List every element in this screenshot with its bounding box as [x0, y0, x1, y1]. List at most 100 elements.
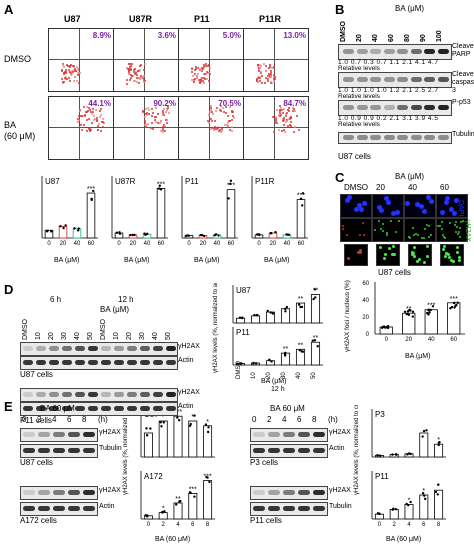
dapi-image [436, 194, 468, 218]
event-dot [148, 109, 151, 112]
time-unit: (h) [98, 415, 108, 424]
event-dot [275, 122, 278, 125]
band [53, 490, 65, 495]
event-dot [126, 78, 129, 81]
focus [443, 236, 446, 239]
side-label-gh2ax: γH2AX [464, 220, 471, 242]
x-axis-label: BA (60 μM) [386, 536, 421, 543]
event-dot [256, 80, 259, 83]
data-point [227, 197, 230, 200]
zoom-image [408, 244, 432, 266]
cell-line-label: A172 cells [20, 516, 57, 525]
event-dot [69, 74, 72, 77]
event-dot [213, 120, 216, 123]
event-dot [279, 108, 282, 111]
event-dot [207, 63, 210, 66]
band [68, 490, 80, 495]
x-tick-label: 0 [257, 241, 261, 247]
lane-label: 40 [74, 332, 81, 340]
band [283, 490, 295, 495]
event-dot [166, 105, 169, 108]
significance-mark: ** [175, 496, 181, 503]
data-point [284, 307, 287, 311]
bar [265, 360, 276, 366]
event-dot [143, 80, 146, 83]
band [140, 392, 150, 397]
event-dot [127, 72, 130, 75]
bar [158, 420, 168, 458]
significance-mark: *** [297, 193, 305, 200]
data-point [405, 502, 408, 506]
band [437, 105, 449, 110]
panel-c-cells: U87 cells [378, 268, 411, 277]
col-label: 60 [440, 183, 449, 192]
panel-b-header: BA (μM) [395, 4, 425, 13]
band [38, 448, 50, 453]
event-dot [287, 108, 290, 111]
event-dot [73, 68, 76, 71]
event-dot [99, 116, 102, 119]
event-dot [232, 111, 235, 114]
event-dot [139, 64, 142, 67]
event-dot [159, 120, 162, 123]
event-dot [216, 127, 219, 130]
blot-strip [20, 444, 98, 458]
quadrant-line [244, 59, 308, 60]
data-point [407, 313, 411, 317]
event-dot [134, 68, 137, 71]
marker-label: Actin [178, 357, 194, 364]
blot-strip [20, 428, 98, 442]
event-dot [83, 124, 86, 127]
facs-col-title: P11R [259, 14, 282, 24]
data-point [189, 491, 192, 495]
event-dot [279, 114, 282, 117]
row-label-ba: BA (60 μM) [4, 120, 36, 141]
significance-mark: *** [450, 296, 458, 303]
event-dot [267, 67, 270, 70]
event-dot [225, 105, 228, 108]
blot-strip [250, 428, 328, 442]
data-point [73, 227, 76, 230]
gh2ax-image [436, 218, 468, 242]
gh2ax-image [372, 218, 404, 242]
data-point [133, 233, 136, 237]
band [370, 135, 381, 140]
event-dot [270, 70, 273, 73]
quadrant-line [144, 97, 145, 159]
event-dot [78, 81, 81, 84]
facs-plot: 90.2% [113, 96, 179, 160]
data-point [131, 233, 134, 237]
quadrant-line [274, 97, 275, 159]
band [101, 406, 111, 411]
event-dot [201, 66, 204, 69]
event-dot [219, 105, 222, 108]
event-dot [100, 107, 103, 110]
focus [455, 245, 459, 249]
band [62, 406, 72, 411]
focus [459, 226, 462, 229]
data-point [159, 188, 163, 191]
event-dot [148, 113, 151, 116]
event-dot [91, 121, 94, 124]
event-dot [208, 72, 211, 75]
event-dot [152, 127, 155, 130]
focus [411, 251, 415, 255]
bar [419, 494, 429, 520]
event-dot [272, 73, 275, 76]
marker-label: Tubulin [329, 503, 352, 510]
event-dot [65, 71, 68, 74]
event-dot [138, 70, 141, 73]
event-dot [92, 114, 95, 117]
data-point [274, 230, 277, 234]
nucleus [428, 198, 434, 204]
x-tick-label: 30 [281, 372, 287, 379]
event-dot [167, 111, 170, 114]
event-dot [195, 67, 198, 70]
event-dot [269, 74, 272, 77]
event-dot [199, 67, 202, 70]
event-dot [221, 128, 224, 131]
event-dot [143, 63, 146, 66]
data-point [313, 338, 317, 342]
data-point [301, 204, 304, 207]
data-point [456, 301, 459, 304]
